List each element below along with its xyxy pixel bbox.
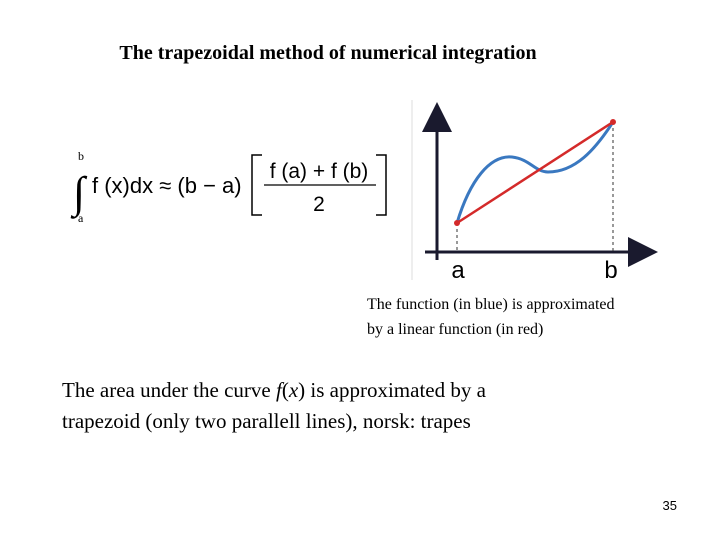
graph: a b [411, 100, 658, 284]
page-number: 35 [663, 498, 677, 513]
label-a: a [451, 257, 465, 284]
body-text: ) is approximated by a [298, 378, 486, 402]
body-emph: f [276, 378, 285, 402]
caption-line: by a linear function (in red) [367, 321, 543, 338]
body-line: trapezoid (only two parallell lines), no… [62, 409, 471, 433]
upper-limit: b [78, 149, 84, 163]
numerator: f (a) + f (b) [270, 160, 369, 183]
body-line: The area under the curve f(x) is approxi… [62, 378, 487, 402]
point-b [610, 119, 616, 125]
linear-approx [456, 120, 614, 225]
title: The trapezoidal method of numerical inte… [119, 42, 536, 64]
caption-line: The function (in blue) is approximated [367, 296, 614, 313]
formula-lhs: f (x)dx ≈ (b − a) [92, 173, 242, 198]
bracket-left [251, 154, 262, 216]
integral-sign: ∫ [70, 168, 88, 219]
point-a [454, 220, 460, 226]
bracket-right [376, 154, 387, 216]
body-text: The area under the curve [62, 378, 276, 402]
body-text: ( [282, 378, 289, 402]
formula: b ∫ a f (x)dx ≈ (b − a) f (a) + f (b) 2 [70, 149, 387, 225]
denominator: 2 [313, 193, 325, 216]
lower-limit: a [78, 211, 84, 225]
body-emph: x [288, 378, 299, 402]
label-b: b [604, 257, 617, 284]
function-curve [455, 121, 615, 224]
